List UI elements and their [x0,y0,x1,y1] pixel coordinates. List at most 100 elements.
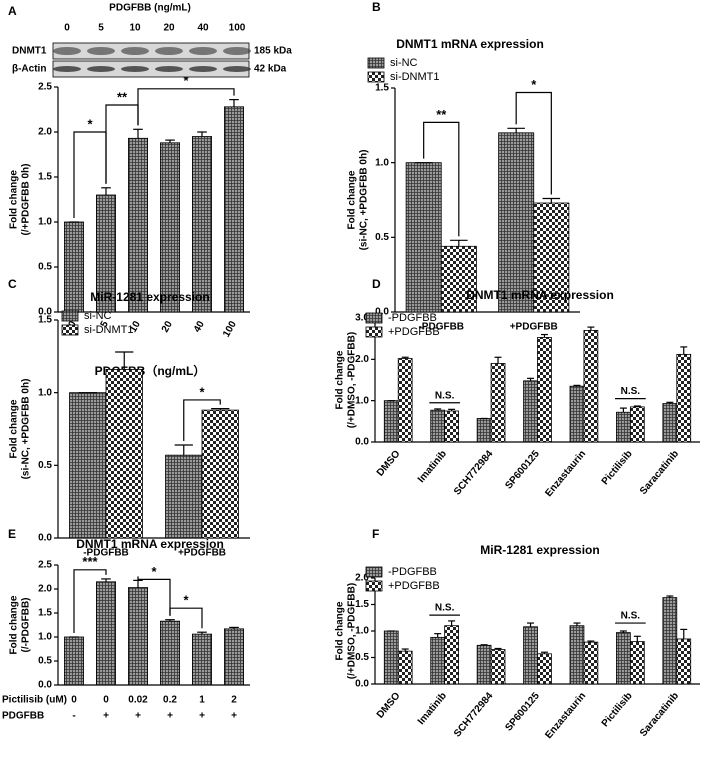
blot-band [121,47,149,55]
blot-strip [52,42,250,60]
bar [64,221,85,313]
bar [490,363,506,443]
error-bar [229,98,239,107]
x-tick-label: 20 [160,319,175,335]
blot-lane: 0 [64,23,70,34]
y-tick-label: 0.5 [38,656,52,667]
y-axis-label: (/+DMSO, -PDGFBB) [347,332,358,428]
error-bar [133,128,143,139]
annotation: * [151,564,157,579]
error-bar [434,408,442,411]
bar [430,409,446,443]
y-tick-label: 1.5 [355,599,369,610]
legend-label: si-NC [390,57,418,69]
chart-title: MiR-1281 expression [480,543,599,557]
legend-swatch [367,57,385,69]
error-bar [434,633,442,638]
legend-label: si-NC [84,310,112,322]
legend-label: si-DNMT1 [390,71,440,83]
annotation: * [199,384,205,399]
y-tick-label: 1.5 [38,608,52,619]
blot-band-size: 185 kDa [254,46,292,57]
error-bar [633,635,641,642]
x-tick-label: 0 [103,695,109,706]
bar [191,136,212,313]
annotation: N.S. [435,390,455,401]
legend-swatch [61,310,79,322]
bar [383,630,399,685]
x-tick-label: Imatinib [416,691,449,727]
chart-title: DNMT1 mRNA expression [466,288,614,302]
x-tick-label: -PDGFBB [418,322,464,333]
blot-band-name: DNMT1 [12,46,47,57]
bar [127,137,148,313]
significance-bracket [73,569,107,633]
x-tick-label: 2 [231,695,237,706]
bar [165,454,203,539]
x-tick-label: + [199,711,205,722]
y-tick-label: 2.0 [38,127,52,138]
bar [476,418,492,443]
x-tick-label: Saracatinib [638,691,681,739]
y-tick-label: 0.0 [355,437,369,448]
bar [69,392,107,539]
error-bar [401,356,409,359]
error-bar [587,640,595,643]
bar [440,245,477,313]
y-tick-label: 2.5 [38,82,52,93]
error-bar [101,187,111,195]
error-bar [680,346,688,355]
x-tick-label: SP600125 [503,448,542,491]
y-tick-label: 0.0 [375,307,389,318]
y-tick-label: 1.0 [355,395,369,406]
error-bar [448,620,456,626]
error-bar [165,139,175,143]
y-tick-label: 1.0 [375,157,389,168]
significance-bracket [169,607,203,629]
bar [523,380,538,443]
error-bar [401,648,409,652]
legend-swatch [365,312,383,324]
bar [629,641,645,685]
blot-band [87,47,115,55]
x-tick-label: 0.2 [163,695,177,706]
y-tick-label: 0.0 [355,679,369,690]
bar [676,353,692,443]
y-axis-label: Fold change [9,170,20,229]
legend-label: +PDGFBB [388,326,440,338]
blot-band [53,47,81,55]
annotation: * [183,73,189,88]
annotation: ** [436,107,447,122]
y-tick-label: 0.5 [38,460,52,471]
x-tick-label: 1 [199,695,205,706]
error-bar [573,384,581,387]
error-bar [527,377,535,381]
error-bar [666,595,674,598]
bar [583,641,599,685]
legend-swatch [61,324,79,336]
chart-title: DNMT1 mRNA expression [396,37,544,51]
x-tick-label: SCH772984 [452,690,496,739]
error-bar [542,197,561,203]
y-tick-label: 1.0 [355,626,369,637]
annotation: ** [117,89,128,104]
y-tick-label: 2.0 [38,584,52,595]
y-axis-label: Fold change [9,595,20,654]
annotation: * [531,77,537,92]
bar [537,653,552,685]
error-bar [494,647,502,650]
x-tick-label: Saracatinib [638,449,681,497]
bar [616,632,631,685]
error-bar [450,239,468,247]
x-tick-label: 0 [71,695,77,706]
x-tick-label: Pictilisib [600,449,635,488]
bar [523,626,538,685]
error-bar [680,628,688,639]
x-tick-label: 40 [192,319,207,335]
bar [569,625,585,685]
x-tick-label: Enzastaurin [543,449,588,499]
blot-band [155,47,183,55]
blot-band [121,66,149,72]
y-tick-label: 0.5 [355,652,369,663]
error-bar [540,651,548,654]
